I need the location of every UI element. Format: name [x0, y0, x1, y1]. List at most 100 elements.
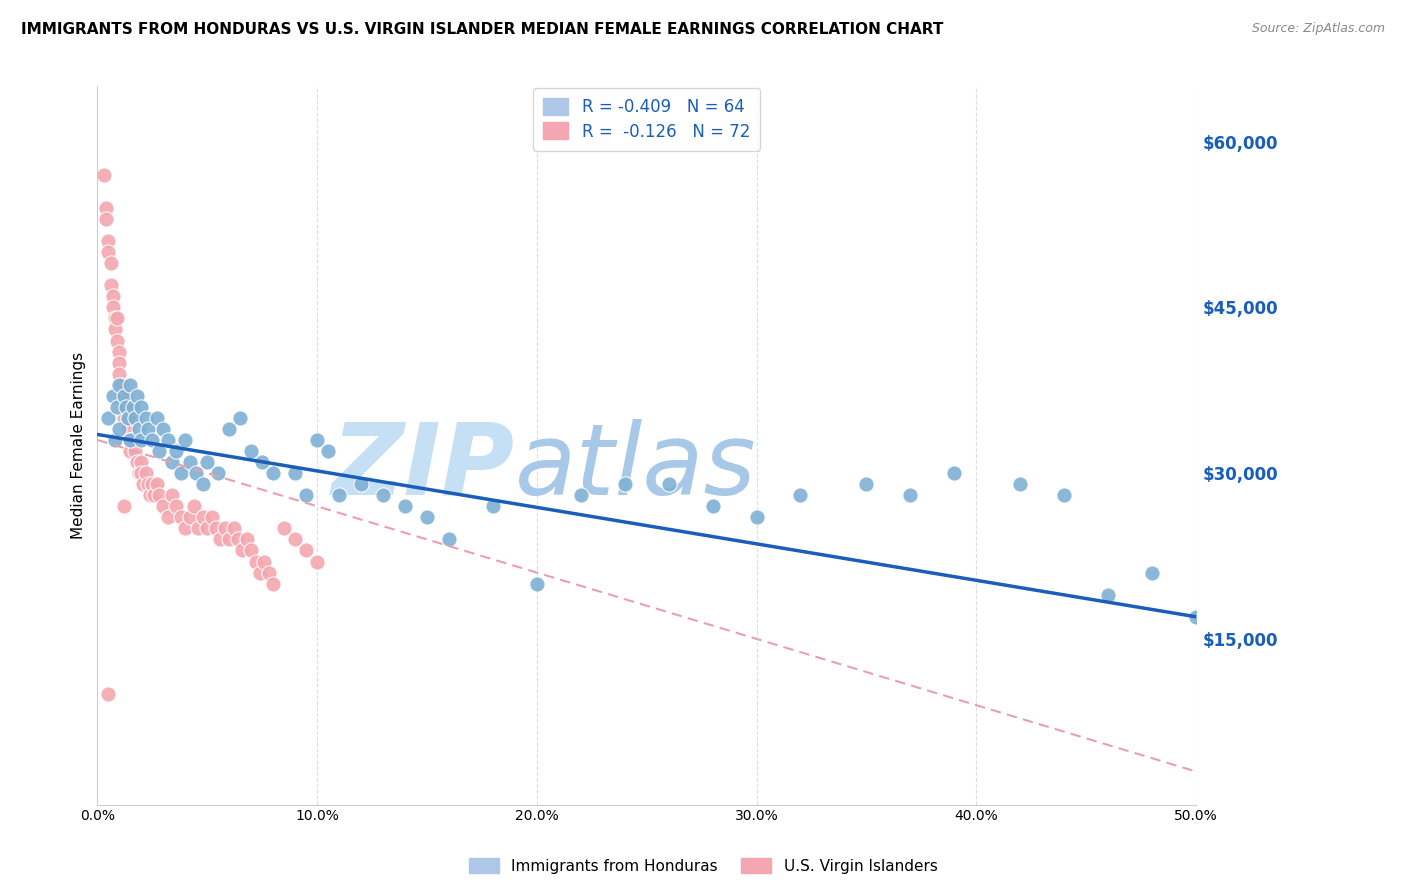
- Point: [174, 521, 197, 535]
- Point: [214, 521, 236, 535]
- Point: [789, 488, 811, 502]
- Point: [117, 422, 139, 436]
- Point: [174, 433, 197, 447]
- Point: [249, 566, 271, 580]
- Point: [273, 521, 295, 535]
- Point: [170, 510, 193, 524]
- Point: [236, 533, 259, 547]
- Point: [482, 500, 505, 514]
- Point: [160, 455, 183, 469]
- Point: [120, 444, 142, 458]
- Point: [120, 377, 142, 392]
- Point: [231, 543, 253, 558]
- Y-axis label: Median Female Earnings: Median Female Earnings: [72, 352, 86, 539]
- Point: [316, 444, 339, 458]
- Point: [201, 510, 224, 524]
- Point: [179, 510, 201, 524]
- Point: [1185, 609, 1208, 624]
- Point: [613, 477, 636, 491]
- Point: [222, 521, 245, 535]
- Point: [179, 455, 201, 469]
- Point: [160, 488, 183, 502]
- Point: [108, 422, 131, 436]
- Point: [205, 521, 228, 535]
- Point: [110, 389, 132, 403]
- Point: [120, 433, 142, 447]
- Point: [128, 422, 150, 436]
- Point: [141, 477, 163, 491]
- Point: [394, 500, 416, 514]
- Point: [416, 510, 439, 524]
- Point: [156, 510, 179, 524]
- Point: [97, 245, 120, 260]
- Point: [125, 389, 148, 403]
- Point: [943, 466, 966, 480]
- Point: [218, 422, 240, 436]
- Point: [129, 455, 152, 469]
- Point: [135, 466, 157, 480]
- Point: [94, 211, 117, 226]
- Point: [156, 433, 179, 447]
- Point: [129, 400, 152, 414]
- Point: [1097, 588, 1119, 602]
- Point: [145, 410, 167, 425]
- Point: [136, 477, 159, 491]
- Point: [702, 500, 724, 514]
- Point: [124, 410, 146, 425]
- Point: [165, 444, 187, 458]
- Legend: Immigrants from Honduras, U.S. Virgin Islanders: Immigrants from Honduras, U.S. Virgin Is…: [463, 852, 943, 880]
- Point: [1010, 477, 1032, 491]
- Point: [165, 500, 187, 514]
- Point: [1053, 488, 1076, 502]
- Point: [108, 377, 131, 392]
- Point: [124, 444, 146, 458]
- Point: [262, 576, 284, 591]
- Point: [226, 533, 249, 547]
- Point: [170, 466, 193, 480]
- Point: [295, 488, 318, 502]
- Point: [1140, 566, 1163, 580]
- Point: [262, 466, 284, 480]
- Point: [93, 168, 115, 182]
- Text: IMMIGRANTS FROM HONDURAS VS U.S. VIRGIN ISLANDER MEDIAN FEMALE EARNINGS CORRELAT: IMMIGRANTS FROM HONDURAS VS U.S. VIRGIN …: [21, 22, 943, 37]
- Point: [307, 555, 329, 569]
- Point: [101, 389, 124, 403]
- Text: Source: ZipAtlas.com: Source: ZipAtlas.com: [1251, 22, 1385, 36]
- Point: [104, 311, 127, 326]
- Point: [437, 533, 460, 547]
- Point: [141, 433, 163, 447]
- Point: [117, 410, 139, 425]
- Point: [100, 278, 122, 293]
- Point: [295, 543, 318, 558]
- Point: [191, 477, 214, 491]
- Point: [97, 687, 120, 701]
- Point: [658, 477, 681, 491]
- Point: [284, 533, 307, 547]
- Point: [526, 576, 548, 591]
- Point: [128, 466, 150, 480]
- Point: [148, 488, 170, 502]
- Point: [253, 555, 276, 569]
- Point: [112, 400, 135, 414]
- Point: [101, 301, 124, 315]
- Point: [115, 400, 138, 414]
- Point: [115, 389, 138, 403]
- Point: [105, 311, 128, 326]
- Point: [745, 510, 768, 524]
- Point: [328, 488, 350, 502]
- Point: [191, 510, 214, 524]
- Point: [195, 521, 218, 535]
- Point: [129, 466, 152, 480]
- Point: [121, 400, 143, 414]
- Point: [132, 477, 155, 491]
- Point: [186, 466, 208, 480]
- Point: [245, 555, 267, 569]
- Point: [108, 367, 131, 381]
- Point: [94, 201, 117, 215]
- Point: [136, 422, 159, 436]
- Point: [108, 344, 131, 359]
- Point: [307, 433, 329, 447]
- Point: [120, 433, 142, 447]
- Point: [152, 422, 174, 436]
- Point: [250, 455, 273, 469]
